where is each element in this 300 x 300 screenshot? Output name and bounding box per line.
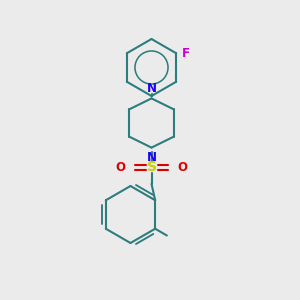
Text: F: F [182, 47, 190, 60]
Text: O: O [177, 161, 187, 174]
Text: S: S [146, 160, 157, 174]
Text: O: O [116, 161, 126, 174]
Text: N: N [146, 151, 157, 164]
Text: N: N [146, 82, 157, 95]
